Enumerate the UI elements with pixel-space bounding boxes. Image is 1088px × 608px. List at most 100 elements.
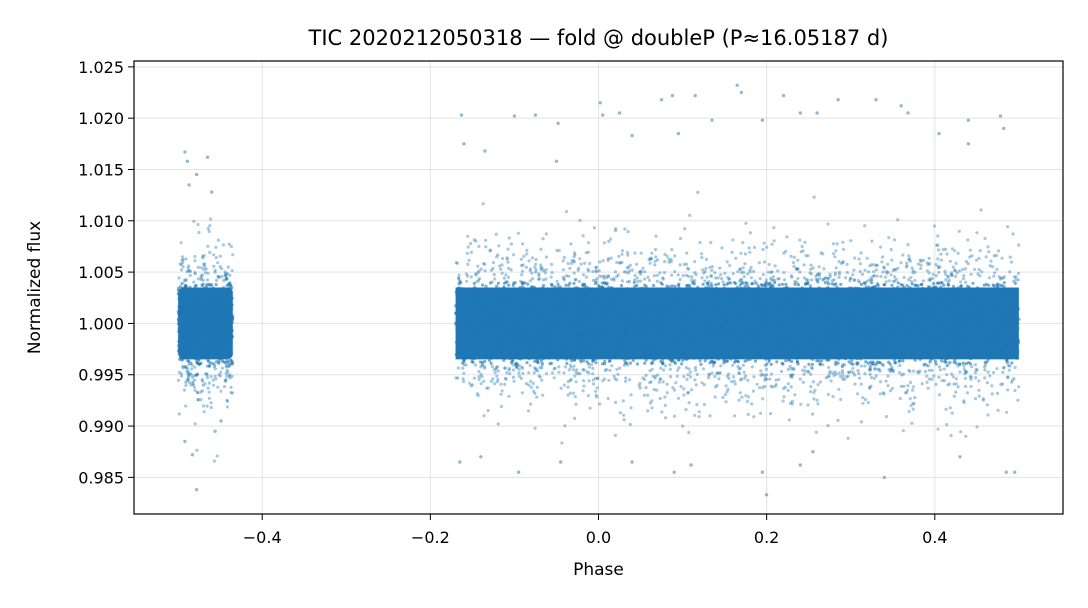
data-point [892,358,897,362]
data-point [808,271,812,275]
data-point [533,265,537,269]
data-point [223,272,227,276]
data-point [885,271,889,275]
data-point [572,271,576,275]
data-point [972,307,976,311]
data-point [873,284,878,288]
data-point [184,257,188,261]
data-point [938,368,943,372]
data-point [741,241,745,245]
data-point [208,283,212,287]
data-point [873,367,877,371]
data-point [213,367,217,371]
data-point [644,326,648,330]
data-point [530,256,535,260]
data-point [912,300,917,304]
data-point [985,381,990,385]
data-point [858,262,863,266]
data-point [705,309,709,313]
data-point [567,274,571,278]
data-point [993,271,997,275]
data-point [594,361,598,365]
data-point [907,254,911,258]
data-point [812,313,816,317]
data-point [208,364,212,368]
data-point [673,284,677,288]
data-point [898,363,902,368]
data-point [225,272,230,276]
data-point [892,238,897,242]
data-point [548,362,552,366]
data-point [984,296,988,300]
data-point [771,275,776,279]
data-point [743,262,747,266]
data-point [686,373,690,377]
data-point [224,308,228,312]
data-point [750,282,754,286]
data-point [1016,307,1020,311]
data-point [834,372,838,376]
data-point [965,347,969,351]
data-point [855,291,860,295]
data-point [581,273,586,277]
data-point [741,363,745,367]
data-point [904,343,908,347]
data-point [703,345,707,349]
data-point [704,266,708,271]
data-point [911,271,915,275]
data-point [745,296,749,300]
data-point [196,398,200,402]
data-point [617,340,621,344]
data-point [823,355,827,359]
data-point [840,364,845,368]
data-point [801,368,805,372]
data-point [496,369,500,373]
data-point [478,356,482,360]
data-point [953,311,958,315]
data-point [991,283,995,287]
data-point [638,386,642,390]
data-point [205,376,210,380]
data-point [971,298,975,302]
data-point [920,339,925,344]
data-point [849,239,853,243]
data-point [798,328,802,332]
data-point [730,380,734,384]
data-point [839,353,843,357]
data-point [953,334,957,338]
data-point [623,227,627,231]
data-point [916,305,920,309]
data-point [856,392,860,396]
data-point [970,254,974,258]
data-point [788,401,793,405]
data-point [966,310,970,314]
data-point [989,259,993,263]
data-point [478,324,482,328]
data-point [816,338,820,342]
data-point [187,359,191,364]
data-point [712,346,717,350]
data-point [678,277,682,282]
data-point [1010,380,1014,384]
data-point [962,364,966,368]
data-point [195,335,199,339]
data-point [466,245,470,249]
data-point [727,376,731,380]
data-point [983,289,987,293]
data-point [901,356,905,360]
data-point [727,277,732,281]
data-point [214,283,218,287]
data-point [226,343,230,347]
data-point [784,335,788,339]
data-point [714,283,718,287]
data-point [491,336,495,340]
data-point [717,371,721,375]
data-point [644,386,648,390]
data-point [654,357,658,361]
data-point [454,321,458,325]
data-point [476,343,480,347]
data-point [503,356,507,360]
data-point [197,362,201,366]
data-point [183,354,187,358]
data-point [809,337,813,341]
